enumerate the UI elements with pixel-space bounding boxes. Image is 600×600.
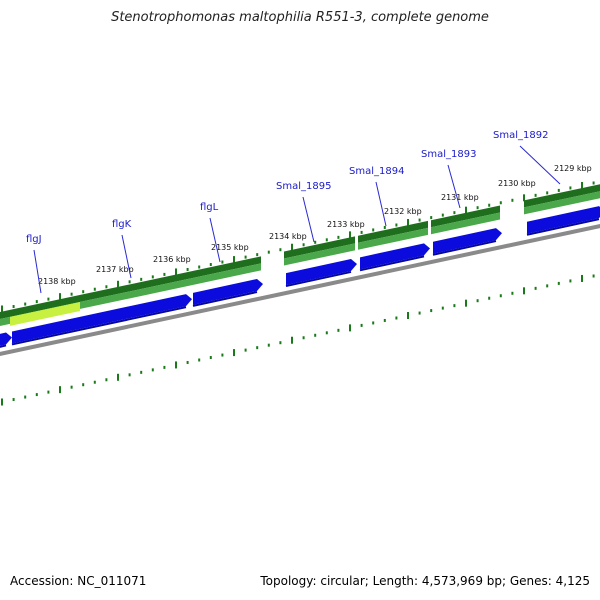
cds-segment-lower: [82, 278, 192, 309]
leader-line: [33, 249, 42, 294]
gene-arrow[interactable]: [193, 278, 263, 305]
cds-segment-lower: [192, 263, 261, 286]
gene-label[interactable]: flgK: [112, 219, 132, 230]
cds-segment[interactable]: [284, 236, 355, 259]
gene-label[interactable]: Smal_1892: [493, 130, 548, 141]
kbp-label: 2131 kbp: [441, 193, 479, 202]
upper-tick-track: [1, 181, 595, 313]
kbp-labels: 2138 kbp 2137 kbp 2136 kbp 2135 kbp 2134 kbp…: [38, 164, 592, 286]
genome-summary: Topology: circular; Length: 4,573,969 bp…: [260, 574, 590, 588]
gene-label[interactable]: Smal_1895: [276, 181, 331, 192]
cds-segment[interactable]: [431, 205, 500, 228]
cds-segment-lower: [284, 243, 355, 266]
leader-line: [121, 234, 132, 279]
kbp-label: 2135 kbp: [211, 243, 249, 252]
kbp-label: 2138 kbp: [38, 277, 76, 286]
kbp-label: 2136 kbp: [153, 255, 191, 264]
kbp-label: 2137 kbp: [96, 265, 134, 274]
genome-backbone: [0, 224, 600, 356]
gene-arrow-shadow: [526, 218, 600, 236]
cds-segment-lower: [431, 212, 500, 235]
gene-label[interactable]: flgL: [200, 202, 219, 213]
selected-gene-highlight[interactable]: [10, 301, 80, 326]
gene-arrow-shadow: [359, 255, 425, 272]
gene-arrow-shadow: [11, 306, 187, 346]
gene-label[interactable]: Smal_1893: [421, 149, 476, 160]
leader-line: [519, 145, 561, 185]
kbp-label: 2130 kbp: [498, 179, 536, 188]
gene-label[interactable]: Smal_1894: [349, 166, 404, 177]
gene-arrow[interactable]: [433, 228, 502, 254]
cds-segment[interactable]: [0, 294, 82, 321]
map-title: Stenotrophomonas maltophilia R551-3, com…: [111, 10, 489, 25]
kbp-label: 2134 kbp: [269, 232, 307, 241]
kbp-label: 2129 kbp: [554, 164, 592, 173]
gene-arrow[interactable]: [527, 206, 600, 234]
gene-labels: flgJ flgK flgL Smal_1895 Smal_1894 Smal_1893 S…: [26, 130, 561, 294]
kbp-label: 2132 kbp: [384, 207, 422, 216]
cds-segment[interactable]: [358, 220, 428, 243]
cds-segment[interactable]: [524, 183, 600, 208]
kbp-label: 2133 kbp: [327, 220, 365, 229]
gene-arrow-shadow: [432, 240, 497, 256]
gene-track: [0, 206, 600, 348]
leader-line: [375, 181, 387, 227]
cds-segment-lower: [358, 227, 428, 250]
leader-line: [209, 217, 221, 263]
cds-segment[interactable]: [82, 271, 192, 302]
leader-line: [447, 164, 461, 209]
gene-arrow[interactable]: [286, 258, 357, 286]
gene-arrow[interactable]: [12, 294, 192, 344]
gene-arrow-shadow: [192, 291, 258, 307]
lower-tick-track: [1, 274, 595, 406]
cds-segment-lower: [524, 191, 600, 215]
accession-label: Accession: NC_011071: [10, 574, 147, 588]
gene-arrow-shadow: [0, 344, 7, 348]
gene-arrow-shadow: [285, 270, 352, 288]
gene-label[interactable]: flgJ: [26, 234, 42, 245]
gene-arrow[interactable]: [360, 243, 430, 270]
cds-track: [0, 183, 600, 327]
cds-segment[interactable]: [192, 256, 261, 279]
gene-arrow[interactable]: [0, 332, 12, 347]
leader-line: [302, 196, 315, 243]
